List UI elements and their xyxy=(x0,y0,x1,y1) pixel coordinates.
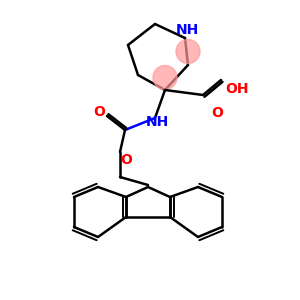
Text: O: O xyxy=(211,106,223,120)
Circle shape xyxy=(176,40,200,64)
Text: O: O xyxy=(93,105,105,119)
Text: NH: NH xyxy=(176,23,199,37)
Text: O: O xyxy=(120,153,132,167)
Circle shape xyxy=(153,65,177,89)
Text: OH: OH xyxy=(225,82,248,96)
Text: NH: NH xyxy=(146,115,169,129)
